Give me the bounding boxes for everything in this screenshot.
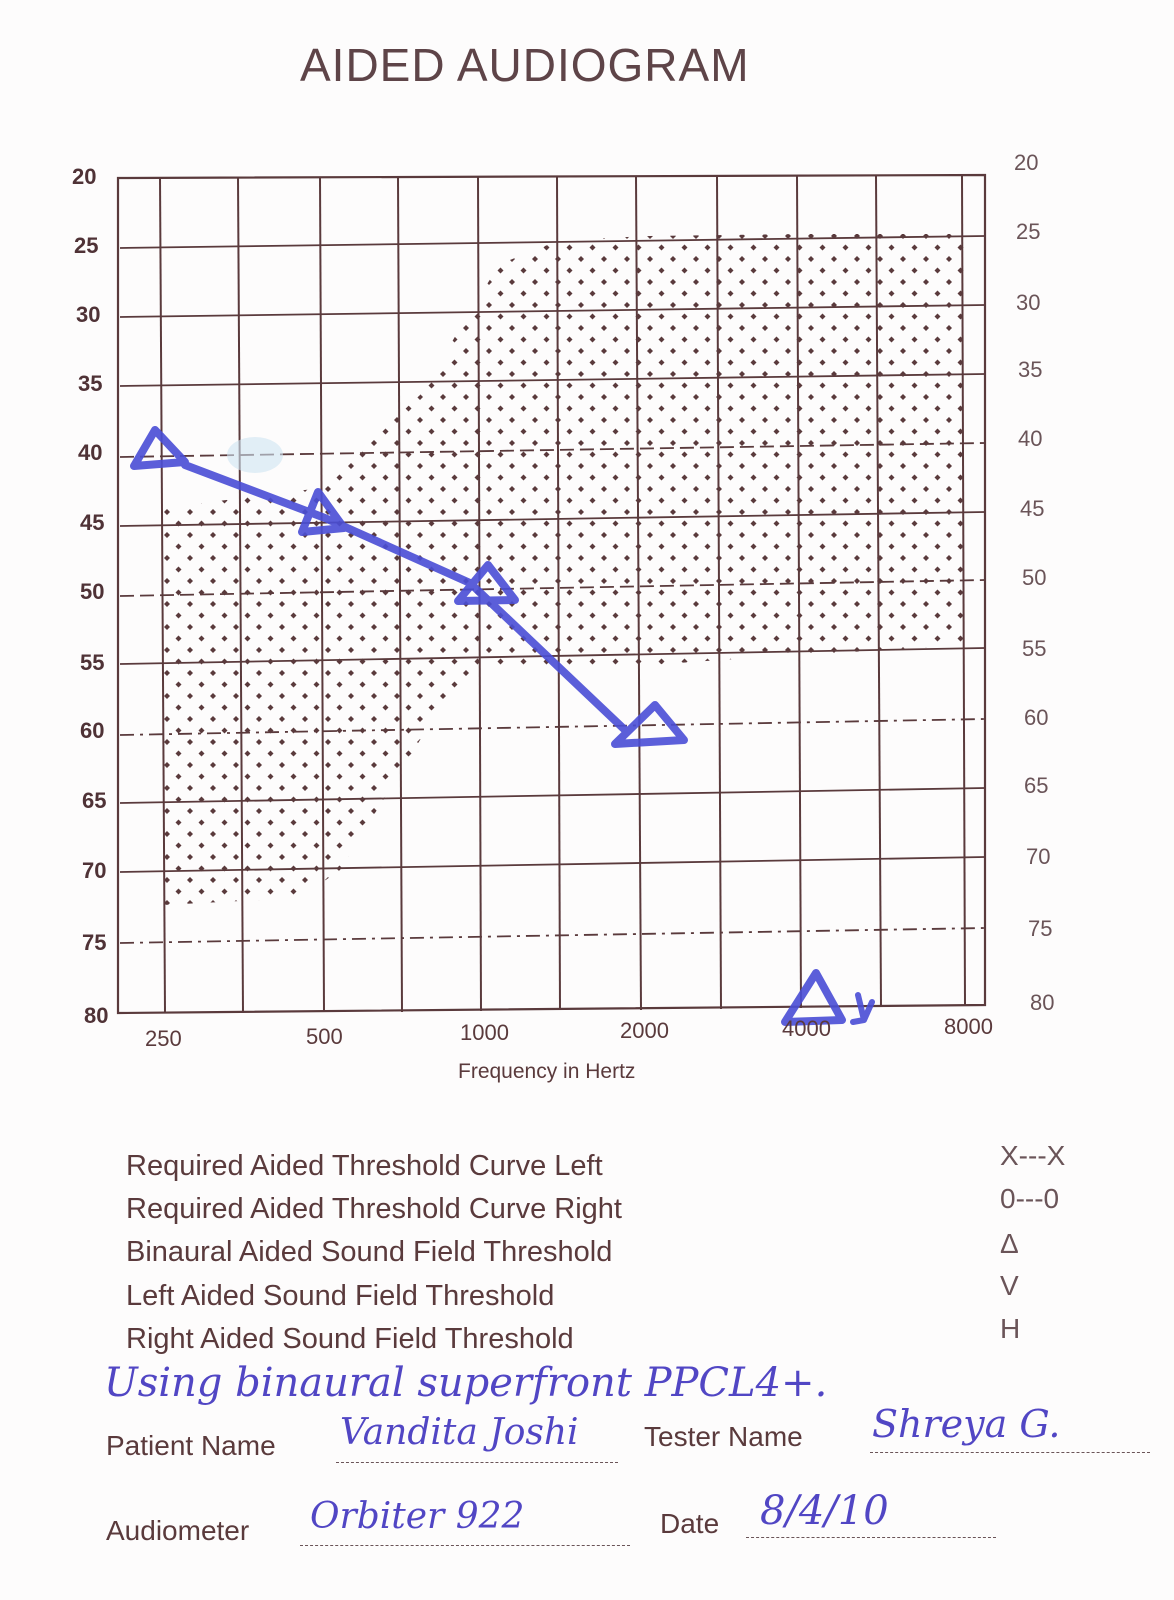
legend-label: Left Aided Sound Field Threshold [126, 1280, 555, 1312]
y-tick: 55 [1022, 636, 1047, 661]
chart-title: AIDED AUDIOGRAM [300, 39, 750, 91]
y-tick: 20 [72, 164, 97, 189]
legend-label: Required Aided Threshold Curve Right [126, 1193, 622, 1225]
triangle-marker-icon: Δ [1000, 1228, 1019, 1259]
y-tick: 80 [84, 1003, 109, 1028]
y-tick: 45 [1020, 496, 1045, 521]
y-tick: 55 [80, 650, 105, 675]
date-value: 8/4/10 [760, 1488, 889, 1534]
y-tick: 50 [1022, 565, 1047, 590]
handwritten-note: Using binaural superfront PPCL4+. [104, 1360, 828, 1406]
legend-label: Binaural Aided Sound Field Threshold [126, 1236, 613, 1268]
y-tick: 65 [82, 788, 107, 813]
y-tick: 60 [80, 718, 105, 743]
no-response-arrow [850, 992, 875, 1025]
v-marker-icon: V [1000, 1270, 1019, 1301]
y-tick: 20 [1014, 150, 1039, 175]
x-marker-icon: X---X [1000, 1140, 1066, 1171]
audiometer-value: Orbiter 922 [310, 1496, 525, 1537]
patient-name-label: Patient Name [106, 1430, 276, 1461]
y-tick: 45 [80, 510, 105, 535]
y-tick: 70 [82, 858, 107, 883]
y-tick: 70 [1026, 844, 1051, 869]
x-tick: 250 [145, 1026, 182, 1051]
tester-name-value: Shreya G. [872, 1402, 1061, 1446]
y-tick: 40 [1018, 426, 1043, 451]
y-tick: 30 [1016, 290, 1041, 315]
audiogram-plot [116, 173, 987, 1026]
x-tick: 1000 [460, 1020, 509, 1045]
h-marker-icon: H [1000, 1313, 1021, 1344]
y-tick: 25 [74, 233, 99, 258]
x-tick: 2000 [620, 1018, 669, 1043]
target-zone [163, 234, 965, 905]
no-response-triangle [781, 969, 846, 1026]
legend-label: Right Aided Sound Field Threshold [126, 1323, 574, 1355]
x-tick: 4000 [782, 1016, 831, 1041]
y-tick: 80 [1030, 990, 1055, 1015]
y-tick: 75 [1028, 916, 1053, 941]
y-tick: 40 [78, 440, 103, 465]
legend-label: Required Aided Threshold Curve Left [126, 1150, 603, 1182]
x-tick: 8000 [944, 1014, 993, 1039]
y-tick: 30 [76, 302, 101, 327]
y-tick: 60 [1024, 705, 1049, 730]
tester-name-label: Tester Name [644, 1421, 803, 1452]
y-tick: 75 [82, 930, 107, 955]
o-marker-icon: 0---0 [1000, 1183, 1060, 1214]
audiometer-label: Audiometer [106, 1515, 250, 1546]
y-tick: 50 [80, 579, 105, 604]
y-tick: 25 [1016, 219, 1041, 244]
x-tick: 500 [306, 1024, 343, 1049]
patient-name-value: Vandita Joshi [340, 1412, 579, 1453]
y-tick: 65 [1024, 773, 1049, 798]
x-axis-title: Frequency in Hertz [458, 1060, 636, 1083]
date-label: Date [660, 1508, 720, 1539]
y-tick: 35 [1018, 357, 1043, 382]
binaural-threshold-series [130, 426, 875, 1026]
y-tick: 35 [78, 371, 103, 396]
